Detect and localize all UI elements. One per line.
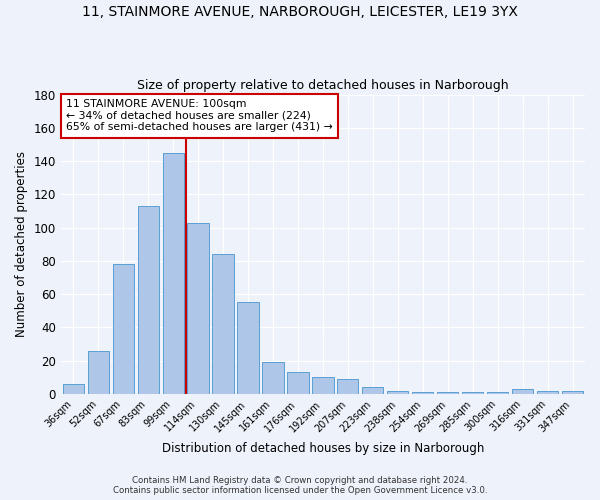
Title: Size of property relative to detached houses in Narborough: Size of property relative to detached ho… xyxy=(137,79,509,92)
Bar xyxy=(512,389,533,394)
Bar xyxy=(312,378,334,394)
Bar xyxy=(187,222,209,394)
Text: 11 STAINMORE AVENUE: 100sqm
← 34% of detached houses are smaller (224)
65% of se: 11 STAINMORE AVENUE: 100sqm ← 34% of det… xyxy=(66,99,333,132)
Bar xyxy=(387,390,409,394)
Text: 11, STAINMORE AVENUE, NARBOROUGH, LEICESTER, LE19 3YX: 11, STAINMORE AVENUE, NARBOROUGH, LEICES… xyxy=(82,5,518,19)
Bar xyxy=(212,254,233,394)
Bar xyxy=(238,302,259,394)
X-axis label: Distribution of detached houses by size in Narborough: Distribution of detached houses by size … xyxy=(162,442,484,455)
Bar xyxy=(362,387,383,394)
Bar xyxy=(163,153,184,394)
Y-axis label: Number of detached properties: Number of detached properties xyxy=(15,151,28,337)
Bar xyxy=(62,384,84,394)
Bar xyxy=(437,392,458,394)
Bar xyxy=(537,390,558,394)
Bar xyxy=(562,390,583,394)
Bar xyxy=(137,206,159,394)
Bar xyxy=(487,392,508,394)
Bar xyxy=(287,372,308,394)
Bar xyxy=(337,379,358,394)
Bar xyxy=(113,264,134,394)
Bar xyxy=(262,362,284,394)
Text: Contains HM Land Registry data © Crown copyright and database right 2024.
Contai: Contains HM Land Registry data © Crown c… xyxy=(113,476,487,495)
Bar xyxy=(412,392,433,394)
Bar xyxy=(462,392,483,394)
Bar xyxy=(88,350,109,394)
